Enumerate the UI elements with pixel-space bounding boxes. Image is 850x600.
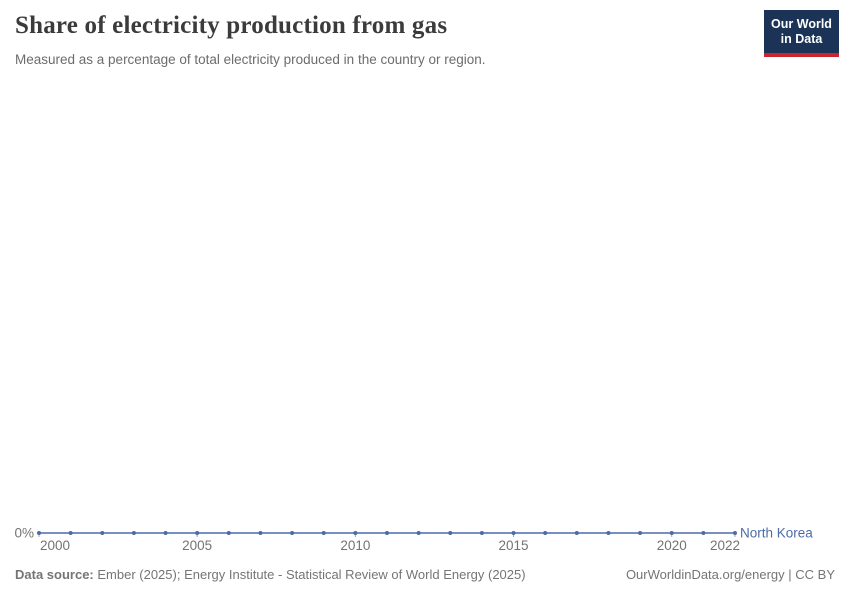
owid-logo-line2: in Data bbox=[780, 31, 823, 46]
data-point-2004[interactable] bbox=[163, 531, 168, 535]
x-axis-tick-label: 2015 bbox=[499, 538, 529, 553]
x-axis-tick-label: 2010 bbox=[340, 538, 370, 553]
data-source-text: Ember (2025); Energy Institute - Statist… bbox=[93, 567, 526, 582]
data-point-2012[interactable] bbox=[416, 531, 421, 535]
chart-canvas[interactable]: 2000 2005 2010 2015 2020 2022 0% North Korea bbox=[0, 80, 850, 560]
data-point-2005[interactable] bbox=[195, 531, 200, 535]
data-point-2013[interactable] bbox=[448, 531, 453, 535]
chart-title: Share of electricity production from gas bbox=[15, 12, 448, 39]
data-source-label: Data source: bbox=[15, 567, 94, 582]
data-point-2014[interactable] bbox=[479, 531, 484, 535]
data-point-2000[interactable] bbox=[37, 531, 41, 535]
footer-link[interactable]: OurWorldinData.org/energy | CC BY bbox=[625, 567, 835, 582]
data-point-2009[interactable] bbox=[321, 531, 326, 535]
data-point-2001[interactable] bbox=[68, 531, 73, 535]
x-axis-tick-label: 2000 bbox=[40, 538, 70, 553]
data-source: Data source: Ember (2025); Energy Instit… bbox=[15, 567, 526, 582]
x-axis-tick-label: 2022 bbox=[710, 538, 740, 553]
owid-logo-line1: Our World bbox=[771, 16, 832, 31]
chart-footer: Data source: Ember (2025); Energy Instit… bbox=[15, 567, 835, 582]
entity-label-north-korea[interactable]: North Korea bbox=[740, 526, 813, 541]
data-point-2016[interactable] bbox=[543, 531, 548, 535]
data-point-2018[interactable] bbox=[606, 531, 611, 535]
data-point-2007[interactable] bbox=[258, 531, 263, 535]
data-point-2003[interactable] bbox=[131, 531, 136, 535]
x-axis-tick-label: 2005 bbox=[182, 538, 212, 553]
x-axis-tick-label: 2020 bbox=[657, 538, 687, 553]
data-point-2011[interactable] bbox=[385, 531, 389, 535]
data-point-2002[interactable] bbox=[100, 531, 105, 535]
data-point-2015[interactable] bbox=[511, 531, 516, 535]
data-point-2017[interactable] bbox=[574, 531, 579, 535]
y-axis-tick-label: 0% bbox=[14, 526, 34, 541]
data-point-2019[interactable] bbox=[638, 531, 643, 535]
data-point-2020[interactable] bbox=[669, 531, 674, 535]
data-point-2010[interactable] bbox=[353, 531, 358, 535]
data-point-2022[interactable] bbox=[733, 531, 737, 535]
data-point-2021[interactable] bbox=[701, 531, 706, 535]
owid-logo[interactable]: Our World in Data bbox=[764, 10, 839, 57]
chart-subtitle: Measured as a percentage of total electr… bbox=[15, 52, 486, 67]
data-point-2008[interactable] bbox=[290, 531, 295, 535]
data-point-2006[interactable] bbox=[226, 531, 231, 535]
